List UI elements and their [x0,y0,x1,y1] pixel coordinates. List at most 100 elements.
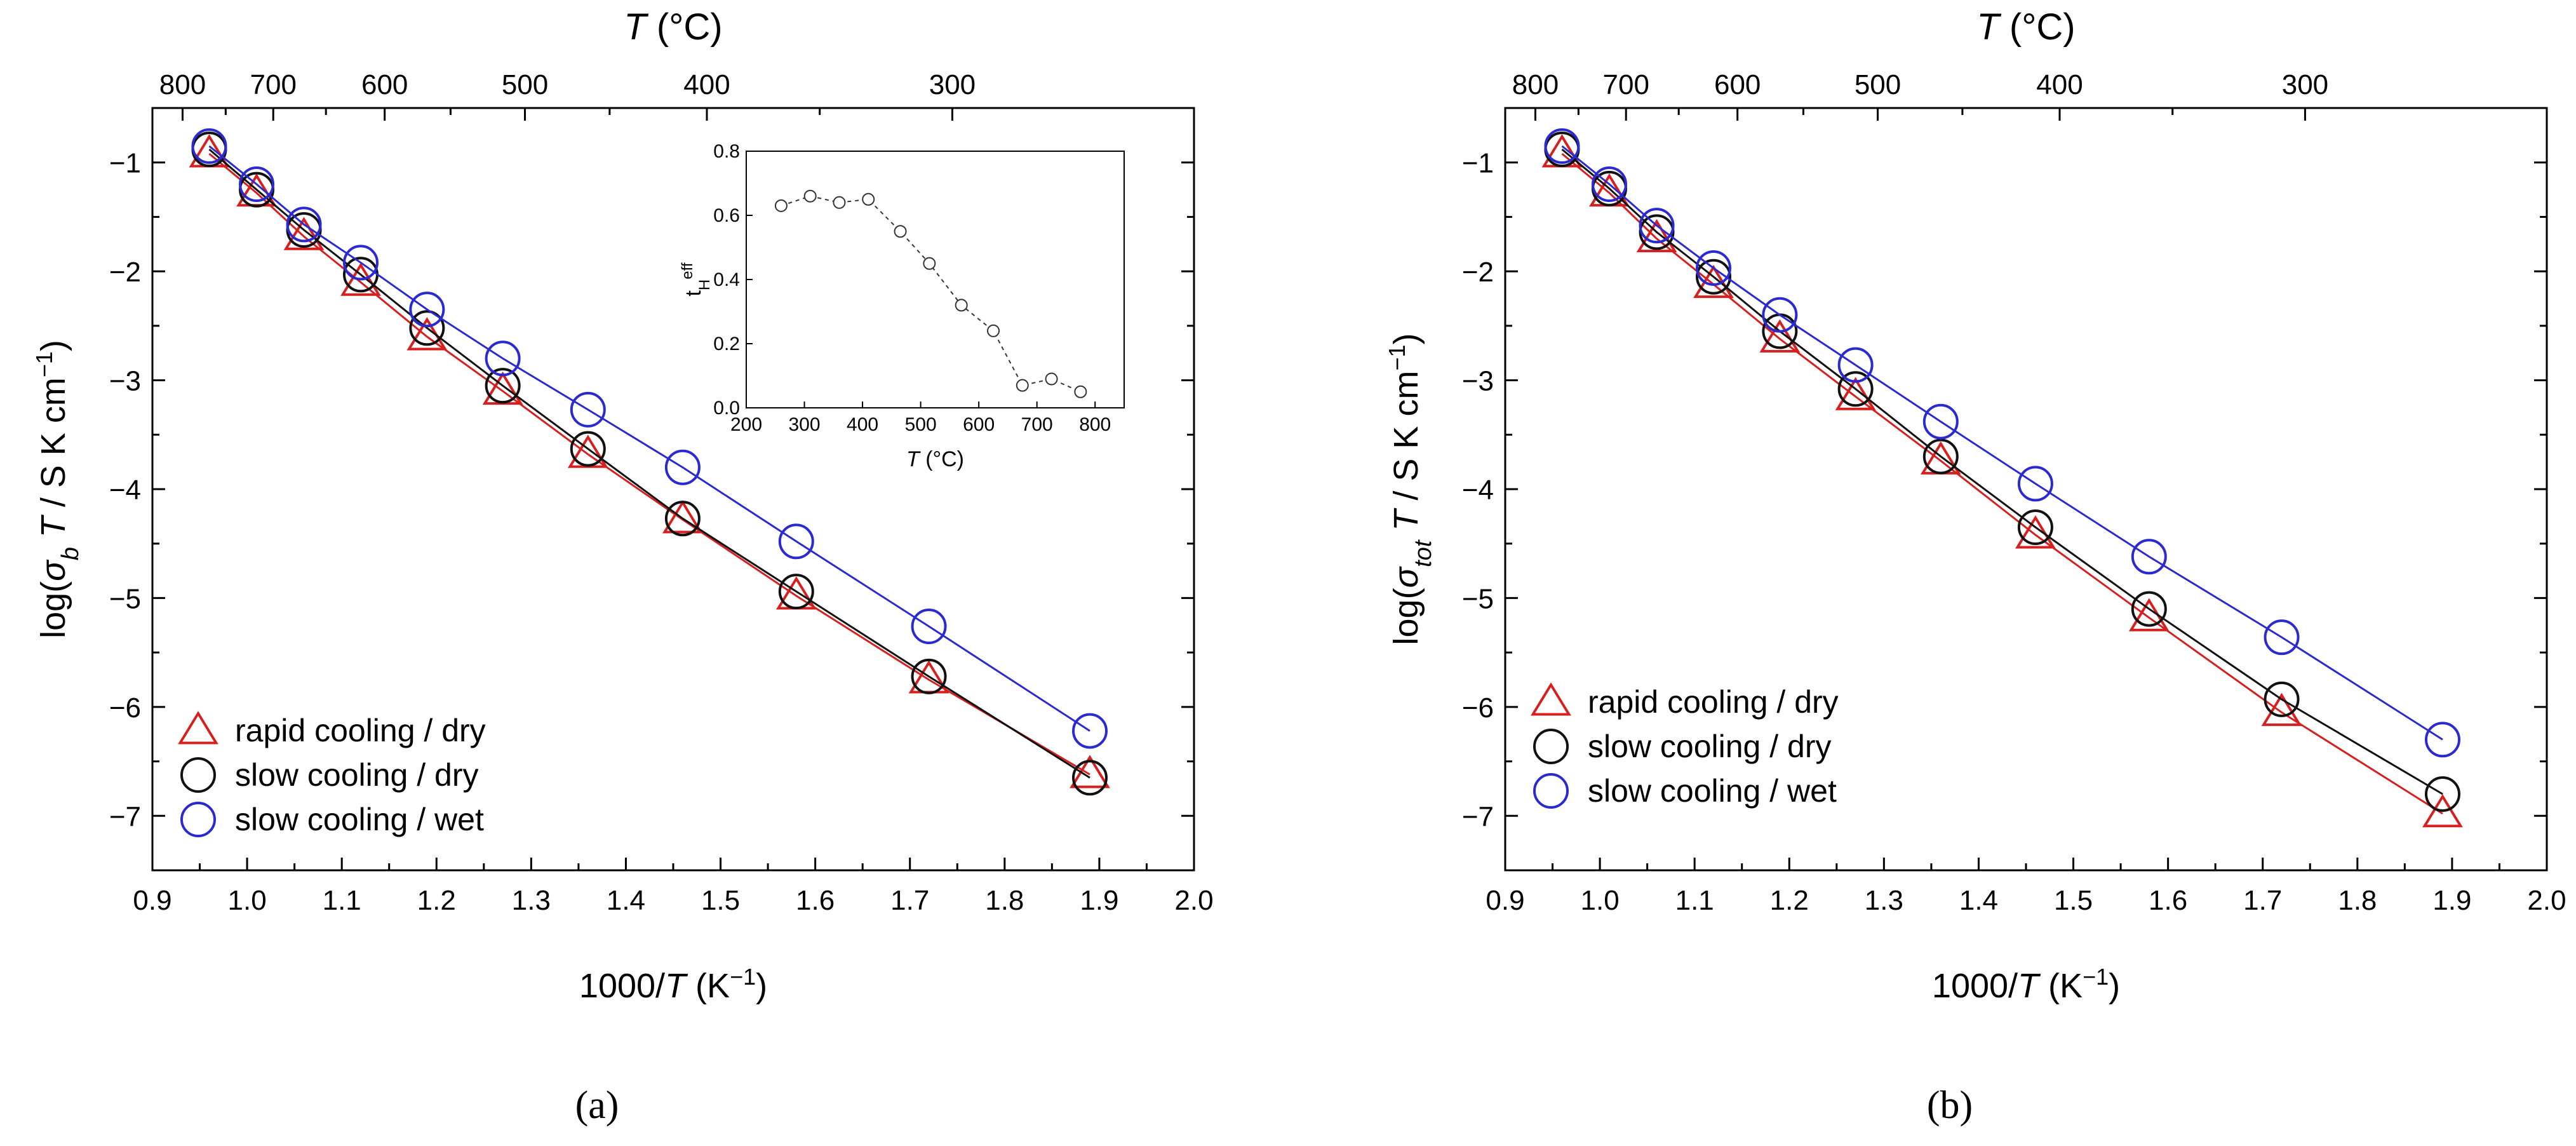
y-axis-title-close: ) [34,340,72,351]
y-tick-label: −6 [109,692,141,724]
y-axis-title-pre: log( [1387,588,1425,645]
x-tick-label: 1.6 [2149,885,2187,916]
inset-x-tick-label: 500 [905,414,937,435]
inset-y-tick-label: 0.0 [713,398,740,419]
y-tick-label: −3 [109,366,141,397]
x-tick-label: 1.9 [2432,885,2471,916]
inset-x-tick-label: 700 [1021,414,1053,435]
x-axis-title-pre: 1000/ [579,967,665,1005]
top-axis-title-unit: (°C) [647,6,723,48]
data-point-marker-triangle [283,217,325,250]
inset-data-point [1045,372,1058,386]
data-point-marker-circle [409,310,445,346]
legend-marker-triangle [178,711,218,745]
x-tick-label: 1.5 [701,885,740,916]
y-axis-title-sigma: σ [1387,565,1425,588]
inset-y-axis-title-sup: eff [679,262,696,280]
x-axis-title-post: (K [686,967,730,1005]
data-point-marker-circle [1922,403,1959,440]
top-tick-label: 800 [159,69,206,100]
x-tick-label: 1.8 [2338,885,2377,916]
y-axis-title-var: T [34,514,72,537]
x-tick-label: 2.0 [1174,885,1213,916]
y-tick-label: −6 [1462,692,1494,724]
x-tick-label: 1.8 [985,885,1024,916]
data-point-marker-circle [286,206,322,243]
data-point-marker-circle [191,128,227,164]
inset-x-tick-label: 400 [847,414,878,435]
inset-data-point [955,299,968,312]
series-rapid-cooling-dry [1541,134,2463,828]
inset-data-point [987,324,1000,337]
y-axis-title: log(σb T / S K cm−1) [31,340,84,638]
inset-x-axis-title: T (°C) [906,447,964,471]
inset-x-tick-label: 800 [1079,414,1111,435]
series-slow-cooling-wet [1544,128,2460,758]
x-tick-label: 1.6 [796,885,835,916]
data-point-marker-circle [2131,539,2167,575]
inset-y-tick-label: 0.2 [713,334,740,354]
y-tick-label: −2 [1462,257,1494,288]
inset-y-tick-label: 0.4 [713,269,740,290]
inset-y-tick-label: 0.8 [713,141,740,162]
data-point-marker-triangle [567,435,608,468]
data-point-marker-triangle [340,262,381,296]
x-axis-title-close: ) [756,967,767,1005]
inset-x-tick-label: 300 [789,414,821,435]
top-tick-label: 400 [683,69,730,100]
y-tick-label: −5 [1462,583,1494,614]
top-tick-label: 700 [1603,69,1649,100]
x-tick-label: 2.0 [2527,885,2566,916]
top-axis-title-var: T [1976,6,2001,48]
x-axis-title-sup: −1 [2083,964,2109,990]
x-axis-title-close: ) [2109,967,2120,1005]
inset-x-tick-label: 600 [963,414,995,435]
y-axis-title-sup: −1 [31,351,57,377]
y-axis-title-post: / S K cm [34,377,72,516]
data-point-marker-circle [2264,681,2300,717]
legend-label: slow cooling / dry [235,757,479,793]
series-line [208,145,1090,732]
legend-marker-circle [180,757,216,793]
inset-y-axis-title: tHeff [679,262,713,296]
data-point-marker-circle [1922,438,1959,475]
x-tick-label: 1.9 [1080,885,1118,916]
data-point-marker-circle [2131,591,2167,627]
y-axis-title-close: ) [1387,334,1425,345]
legend-marker-triangle [1531,682,1571,716]
top-tick-label: 400 [2036,69,2083,100]
legend-label: slow cooling / dry [1588,729,1832,764]
data-point-marker-circle [2425,722,2460,758]
inset-data-point [1016,379,1029,392]
x-axis-title: 1000/T (K−1) [1932,964,2120,1006]
x-tick-label: 1.3 [512,885,551,916]
y-tick-label: −4 [1462,475,1494,506]
data-point-marker-circle [911,658,947,694]
legend-marker-circle [1533,729,1569,764]
inset-data-point [1074,385,1087,398]
x-axis-title-sup: −1 [730,964,756,990]
data-point-marker-circle [1837,347,1874,383]
y-tick-label: −5 [109,583,141,614]
panel-a: 0.9 1.0 1.1 1.2 1.3 1.4 1.5 1.6 1.7 1.8 1.9 2.0 −7 −6… [31,6,1214,1127]
data-point-marker-circle [664,449,701,485]
inset-data-point [803,189,817,203]
data-point-marker-triangle [2422,794,2463,828]
inset-data-point [862,192,875,206]
data-point-marker-triangle [2015,515,2056,549]
data-point-marker-circle [778,523,814,560]
inset-y-tick-label: 0.6 [713,205,740,226]
y-axis-title-sub: b [57,547,84,560]
x-axis-title: 1000/T (K−1) [579,964,767,1006]
data-point-marker-circle [1696,259,1731,295]
data-point-marker-circle [1072,760,1108,796]
data-point-marker-circle [343,245,379,281]
data-point-marker-circle [664,501,701,537]
data-point-marker-circle [2017,466,2053,502]
legend-marker-circle [180,802,216,837]
x-tick-label: 1.1 [323,885,361,916]
data-point-marker-circle [1592,166,1627,202]
data-point-marker-circle [911,609,947,644]
top-tick-label: 300 [2282,69,2328,100]
